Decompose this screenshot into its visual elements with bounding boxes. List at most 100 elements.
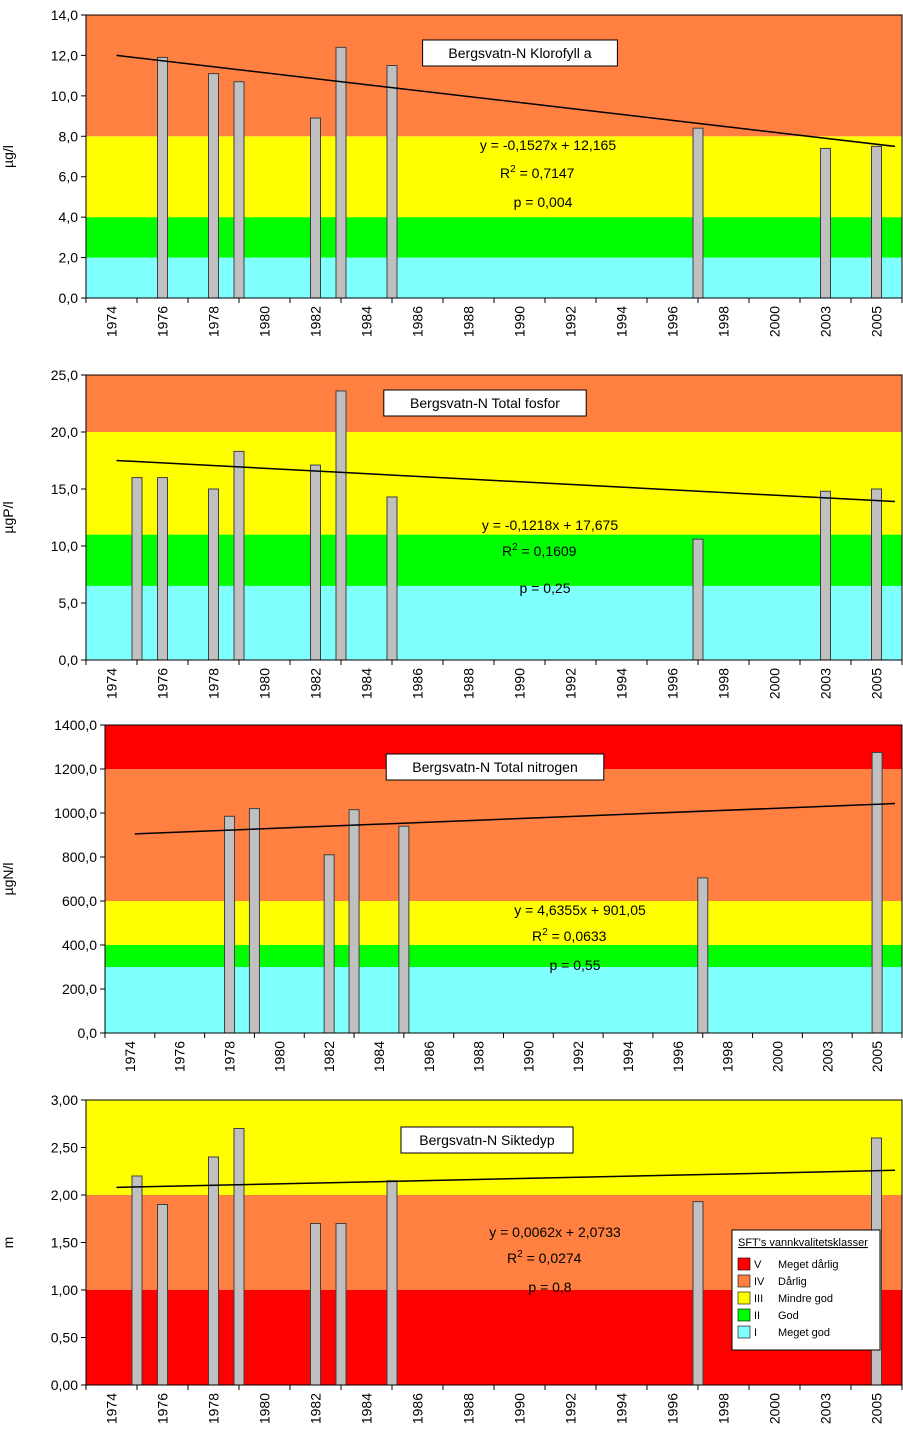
x-tick-label: 1984 <box>359 1393 375 1424</box>
chart-panel-1: 0,0 2,0 4,0 6,0 8,0 10,0 12,0 14,0 µg/l 1974 1976 1… <box>0 7 903 337</box>
y-tick-label: 12,0 <box>51 47 78 63</box>
legend-swatch-IV <box>737 1274 751 1288</box>
x-tick-label: 1998 <box>716 306 732 337</box>
x-tick-label: 1992 <box>563 1393 579 1424</box>
chart-panel-2: 0,0 5,0 10,0 15,0 20,0 25,0 µgP/l 1974 1976 1978 1… <box>0 367 903 699</box>
bar-1982 <box>310 1223 321 1386</box>
x-tick-label: 1980 <box>257 1393 273 1424</box>
quality-band-III <box>86 136 902 218</box>
quality-band-I <box>86 585 902 660</box>
x-tick-label: 1982 <box>321 1041 337 1072</box>
chart-title: Bergsvatn-N Klorofyll a <box>448 45 591 61</box>
x-tick-label: 1990 <box>512 668 528 699</box>
x-tick-label: 1982 <box>308 668 324 699</box>
y-tick-label: 25,0 <box>51 367 78 383</box>
bar-1982 <box>323 854 335 1034</box>
y-tick-label: 600,0 <box>62 893 97 909</box>
x-tick-label: 1988 <box>461 668 477 699</box>
bar-1976 <box>157 56 168 299</box>
y-tick-label: 4,0 <box>59 209 79 225</box>
y-axis-label: µgP/l <box>0 501 16 533</box>
y-axis-label: m <box>0 1237 16 1249</box>
y-tick-label: 2,50 <box>51 1140 78 1156</box>
y-tick-label: 0,0 <box>59 652 79 668</box>
bar-1982 <box>310 117 321 299</box>
quality-band-III <box>105 901 902 945</box>
y-tick-label: 0,00 <box>51 1377 78 1393</box>
y-tick-label: 1000,0 <box>54 805 97 821</box>
p-value: p = 0,25 <box>520 580 571 596</box>
x-tick-label: 1994 <box>620 1041 636 1072</box>
x-tick-label: 1988 <box>461 1393 477 1424</box>
chart-panel-3: 0,0 200,0 400,0 600,0 800,0 1000,0 1200,0 1400,… <box>0 717 903 1072</box>
x-tick-label: 1984 <box>359 668 375 699</box>
x-tick-label: 2000 <box>767 306 783 337</box>
bar-1978 <box>208 1156 219 1386</box>
x-tick-label: 2005 <box>869 1393 885 1424</box>
title-box <box>385 753 605 781</box>
quality-band-III <box>86 432 902 535</box>
p-value: p = 0,004 <box>514 194 573 210</box>
plot-frame <box>85 14 903 299</box>
quality-band-I <box>105 967 902 1033</box>
bar-1997 <box>692 127 704 299</box>
x-tick-label: 1978 <box>222 1041 238 1072</box>
bar-1983 <box>335 1223 347 1386</box>
x-tick-label: 1988 <box>471 1041 487 1072</box>
x-tick-label: 1986 <box>410 306 426 337</box>
quality-band-IV <box>105 769 902 901</box>
quality-band-II <box>86 534 902 586</box>
bar-1983 <box>335 390 347 661</box>
bar-1982 <box>310 464 321 661</box>
x-tick-label: 2003 <box>818 306 834 337</box>
y-tick-label: 0,50 <box>51 1330 78 1346</box>
bar-1978 <box>224 815 236 1034</box>
legend-roman: II <box>754 1310 760 1322</box>
x-tick-label: 1996 <box>665 1393 681 1424</box>
bar-1979 <box>233 81 245 299</box>
legend-swatch-V <box>737 1257 751 1271</box>
x-tick-label: 1990 <box>520 1041 536 1072</box>
bar-2003 <box>820 147 831 299</box>
x-tick-label: 1998 <box>716 668 732 699</box>
y-tick-label: 2,0 <box>59 250 79 266</box>
chart-title: Bergsvatn-N Total fosfor <box>410 395 560 411</box>
legend-title: SFT's vannkvalitetsklasser <box>738 1237 868 1249</box>
x-tick-label: 1986 <box>410 1393 426 1424</box>
r-squared: R2 = 0,1609 <box>502 542 577 559</box>
legend-roman: I <box>754 1327 757 1339</box>
x-tick-label: 1980 <box>257 306 273 337</box>
y-tick-label: 10,0 <box>51 538 78 554</box>
trend-equation: y = 4,6355x + 901,05 <box>514 902 646 918</box>
trend-line <box>116 459 896 503</box>
r-squared: R2 = 0,7147 <box>500 164 575 181</box>
plot-frame <box>104 724 903 1034</box>
legend-roman: III <box>754 1293 763 1305</box>
x-tick-label: 1992 <box>563 668 579 699</box>
bar-1983 <box>348 809 360 1034</box>
x-tick-label: 1980 <box>257 668 273 699</box>
legend-swatch-III <box>737 1291 751 1305</box>
legend-swatch-II <box>737 1308 751 1322</box>
x-tick-label: 1994 <box>614 306 630 337</box>
x-tick-label: 1994 <box>614 1393 630 1424</box>
x-tick-label: 1976 <box>155 668 171 699</box>
y-tick-label: 2,00 <box>51 1187 78 1203</box>
x-tick-label: 1974 <box>104 1393 120 1424</box>
title-box <box>383 389 587 417</box>
x-tick-label: 1996 <box>665 306 681 337</box>
x-tick-label: 1988 <box>461 306 477 337</box>
x-tick-label: 1978 <box>206 1393 222 1424</box>
y-tick-label: 5,0 <box>59 595 79 611</box>
x-tick-label: 1978 <box>206 668 222 699</box>
x-tick-label: 1980 <box>271 1041 287 1072</box>
x-tick-label: 1982 <box>308 306 324 337</box>
title-box <box>422 39 618 67</box>
x-tick-label: 1976 <box>172 1041 188 1072</box>
bar-1985 <box>398 825 410 1034</box>
y-tick-label: 1200,0 <box>54 761 97 777</box>
x-tick-label: 2005 <box>869 306 885 337</box>
chart-title: Bergsvatn-N Total nitrogen <box>412 759 578 775</box>
y-tick-label: 800,0 <box>62 849 97 865</box>
legend-class-name: Meget god <box>778 1327 830 1339</box>
